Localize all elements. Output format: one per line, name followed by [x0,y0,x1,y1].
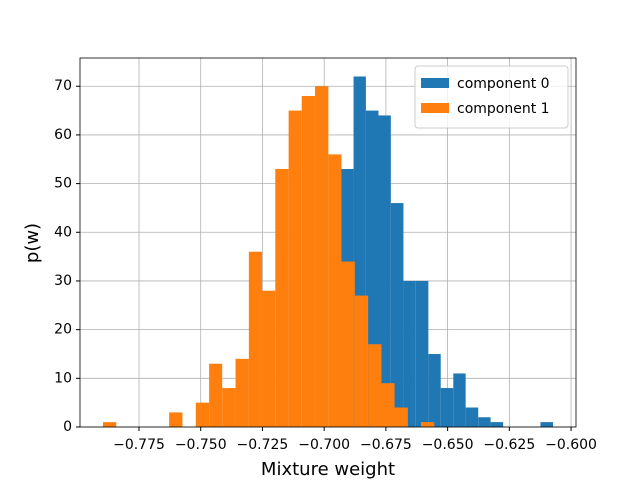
bar [378,115,391,428]
legend: component 0 component 1 [414,65,569,129]
y-tick-label: 70 [54,78,72,94]
bar [428,353,441,427]
y-tick-label: 60 [54,127,72,143]
x-tick-label: −0.675 [360,437,412,453]
y-tick-label: 50 [54,176,72,192]
legend-label: component 1 [457,101,550,117]
x-tick-label: −0.725 [237,437,289,453]
bar [368,344,382,427]
bar [209,363,223,427]
bar [261,290,276,427]
bar [540,422,554,427]
bar [420,422,435,427]
bar [102,422,117,427]
bar [301,95,316,427]
bar [288,110,302,427]
x-tick-label: −0.750 [175,437,227,453]
bar [490,422,504,427]
bar [465,407,479,427]
bar [415,280,429,427]
bar [453,373,466,427]
plot-frame [79,57,577,428]
x-tick-label: −0.775 [113,437,165,453]
y-tick-label: 20 [54,322,72,338]
bar [169,412,183,427]
y-tick-label: 40 [54,224,72,240]
bar [235,358,249,427]
legend-swatch [421,78,449,88]
bar [248,251,262,427]
bar [328,154,342,427]
x-axis-label: Mixture weight [261,459,395,480]
bar [354,295,369,427]
bar [341,261,355,427]
legend-box [414,65,569,129]
bar [381,383,395,427]
bar [222,388,236,427]
bar [440,388,454,427]
bar [478,417,491,427]
ticks: −0.775 −0.750 −0.725 −0.700 −0.675 −0.650 −0.6… [54,78,597,453]
bar [195,402,210,427]
x-tick-label: −0.650 [422,437,474,453]
bar [394,407,408,427]
bar [315,86,329,427]
x-tick-label: −0.625 [483,437,535,453]
y-tick-label: 10 [54,370,72,386]
legend-swatch [421,103,449,113]
bar [403,280,416,427]
bar [390,203,404,427]
y-tick-label: 0 [63,419,72,435]
x-tick-label: −0.600 [545,437,597,453]
bars [102,76,554,428]
bar [275,168,289,428]
y-tick-label: 30 [54,273,72,289]
x-tick-label: −0.700 [298,437,350,453]
legend-label: component 0 [457,76,550,92]
y-axis-label: p(w) [22,223,43,263]
